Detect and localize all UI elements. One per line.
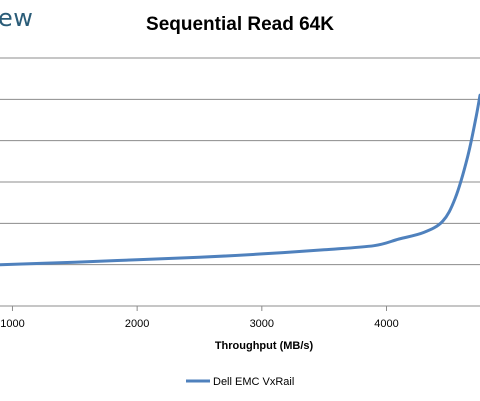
series-line-dell-emc-vxrail xyxy=(0,93,480,267)
legend: Dell EMC VxRail xyxy=(186,376,294,388)
x-tick-label: 1000 xyxy=(0,318,24,330)
x-tick-label: 2000 xyxy=(125,318,149,330)
logo-fragment: ew xyxy=(0,4,34,32)
chart-title: Sequential Read 64K xyxy=(146,14,334,35)
gridlines xyxy=(0,57,480,266)
x-axis-label: Throughput (MB/s) xyxy=(215,340,314,352)
x-tick-label: 3000 xyxy=(250,318,274,330)
legend-label: Dell EMC VxRail xyxy=(213,376,294,388)
x-tick-label: 4000 xyxy=(374,318,398,330)
x-ticks: 1000 2000 3000 4000 xyxy=(0,306,399,330)
